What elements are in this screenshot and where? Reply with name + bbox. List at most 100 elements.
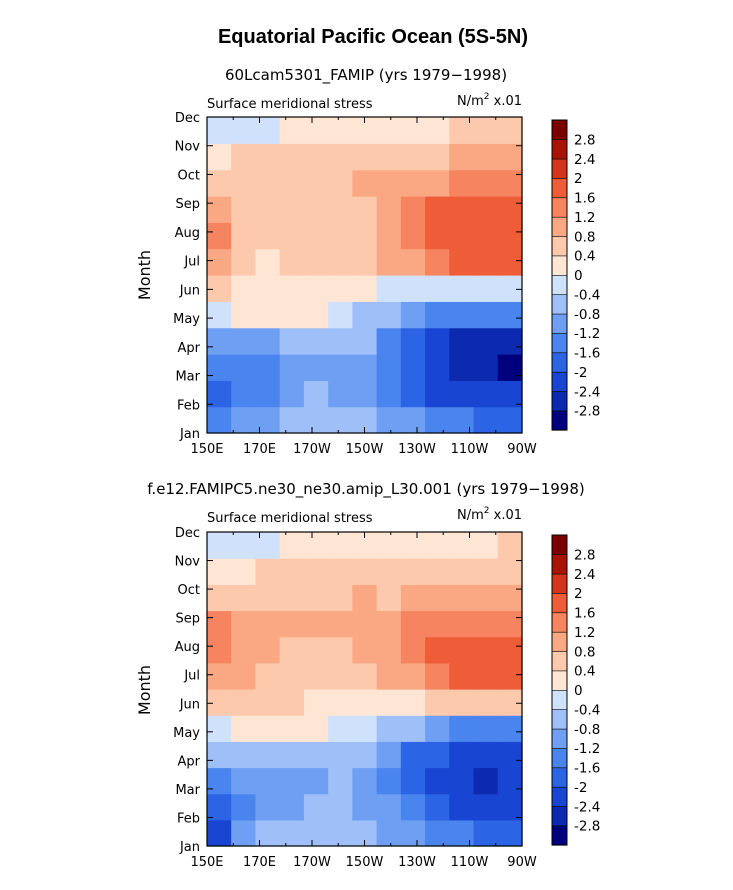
panel-0-cell xyxy=(449,196,475,223)
panel-1-cell xyxy=(207,662,232,690)
panel-1-cell xyxy=(352,662,378,690)
panel-1-cell xyxy=(449,767,475,795)
panel-1-cell xyxy=(207,715,232,742)
panel-0-xtick-label: 130W xyxy=(398,442,436,457)
panel-1-colorbar-label: -2.4 xyxy=(574,384,600,400)
panel-1-cell xyxy=(279,532,305,559)
panel-1-colorbar-label: 2.4 xyxy=(574,152,595,168)
panel-0-cell xyxy=(255,169,281,197)
panel-0-cell xyxy=(473,406,499,434)
panel-1-cell xyxy=(279,558,305,585)
panel-0-cell xyxy=(231,196,257,223)
panel-0-cell xyxy=(255,354,281,381)
panel-0-cell xyxy=(473,196,499,223)
panel-1-colorbar-frame xyxy=(551,119,568,431)
panel-1-cell xyxy=(473,741,499,769)
panel-1-colorbar-box xyxy=(551,371,568,392)
panel-1-colorbar-label: 1.6 xyxy=(574,191,595,207)
panel-1-cell xyxy=(303,819,329,847)
panel-1-cell xyxy=(425,584,450,612)
panel-1-cell xyxy=(303,715,329,742)
panel-0-cell xyxy=(497,406,523,434)
panel-0-cell xyxy=(231,248,257,276)
panel-1-cell xyxy=(400,532,426,559)
panel-1-ytick-label: Sep xyxy=(175,612,200,627)
panel-0-cell xyxy=(352,196,378,223)
panel-0-cell xyxy=(449,169,475,197)
panel-0-cell xyxy=(473,301,499,329)
panel-0-cell xyxy=(352,248,378,276)
panel-0-cell xyxy=(231,169,257,197)
panel-1-colorbar-box xyxy=(551,119,568,140)
panel-0-cell xyxy=(279,143,305,171)
panel-0-cell xyxy=(303,275,329,302)
panel-1-cell xyxy=(328,689,353,716)
panel-0-cell xyxy=(255,143,281,171)
panel-0-cell xyxy=(376,301,402,329)
panel-1-cell xyxy=(352,558,378,585)
panel-0-cell xyxy=(449,248,475,276)
panel-2-ylabel: Month xyxy=(135,665,154,715)
panel-0-cell xyxy=(303,169,329,197)
panel-1-cell xyxy=(497,715,523,742)
panel-0-cell xyxy=(376,143,402,171)
panel-1-cell xyxy=(207,767,232,795)
panel-1-cell xyxy=(376,715,402,742)
panel-1-colorbar-box xyxy=(551,139,568,160)
panel-1-cell xyxy=(376,532,402,559)
panel-1-cell xyxy=(473,767,499,795)
panel-0-cell xyxy=(473,380,499,408)
panel-1-colorbar-box xyxy=(551,313,568,334)
panel-2-colorbar-box xyxy=(551,747,568,769)
panel-1-cell xyxy=(303,584,329,612)
panel-2-colorbar-box xyxy=(551,825,568,846)
panel-1-cell xyxy=(400,610,426,638)
panel-0-ytick-label: Jun xyxy=(179,283,200,298)
panel-1-colorbar-label: 2.8 xyxy=(574,132,595,148)
panel-0-cell xyxy=(328,117,353,144)
panel-1-colorbar-box xyxy=(551,235,568,257)
panel-1-cell xyxy=(376,689,402,716)
panel-0-cell xyxy=(497,380,523,408)
panel-1-colorbar-label: 0.4 xyxy=(574,249,595,265)
panel-0-cell xyxy=(303,327,329,355)
panel-0-cell xyxy=(303,354,329,381)
panel-0-cell xyxy=(352,169,378,197)
panel-1-cell xyxy=(328,558,353,585)
panel-1-colorbar-box xyxy=(551,294,568,315)
panel-1-cell xyxy=(303,636,329,664)
panel-2-colorbar-label: -1.6 xyxy=(574,761,600,777)
panel-1-cell xyxy=(279,741,305,769)
panel-2-colorbar-box xyxy=(551,554,568,575)
panel-2-title: f.e12.FAMIPC5.ne30_ne30.amip_L30.001 (yr… xyxy=(147,480,585,499)
panel-1-colorbar-box xyxy=(551,177,568,199)
panel-1-cell xyxy=(425,793,450,821)
panel-0-cell xyxy=(279,117,305,144)
panel-1-cell xyxy=(352,689,378,716)
panel-1-cell xyxy=(473,819,499,847)
panel-1-cell xyxy=(279,662,305,690)
panel-1-cell xyxy=(279,715,305,742)
panel-0-cell xyxy=(255,222,281,250)
panel-0-cell xyxy=(328,275,353,302)
panel-0-cell xyxy=(425,248,450,276)
panel-0-cell xyxy=(497,169,523,197)
panel-0-ytick-label: Jan xyxy=(179,427,200,442)
panel-0-cell xyxy=(400,117,426,144)
panel-1-cell xyxy=(497,662,523,690)
panel-1-colorbar-box xyxy=(551,410,568,431)
panel-0-cell xyxy=(328,327,353,355)
panel-0-cell xyxy=(400,248,426,276)
panel-0-cell xyxy=(207,354,232,381)
panel-1-cell xyxy=(231,793,257,821)
panel-2-units-scale: x.01 xyxy=(494,508,522,523)
panel-1-cell xyxy=(449,741,475,769)
panel-0-cell xyxy=(449,117,475,144)
panel-1-colorbar-label: -2.8 xyxy=(574,404,600,420)
panel-1-xtick-label: 130W xyxy=(398,855,436,870)
panel-1-cell xyxy=(303,689,329,716)
panel-1-units-scale: x.01 xyxy=(494,94,522,109)
panel-0-cell xyxy=(255,380,281,408)
panel-0-xtick-label: 170W xyxy=(293,442,331,457)
